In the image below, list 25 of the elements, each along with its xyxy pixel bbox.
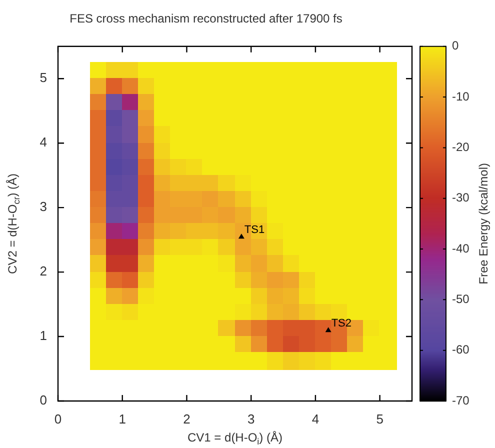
color-bar-label: -30	[452, 190, 470, 205]
color-bar-label: -40	[452, 241, 470, 256]
x-tick-label: 1	[118, 411, 126, 426]
color-bar-label: -10	[452, 89, 470, 104]
color-bar-label: -70	[452, 393, 470, 408]
chart-title: FES cross mechanism reconstructed after 17900 fs	[70, 12, 342, 26]
y-axis-title: CV2 = d(H-Ocr) (Å)	[5, 173, 22, 274]
color-bar-title: Free Energy (kcal/mol)	[476, 163, 490, 284]
y-tick-label: 2	[40, 264, 47, 279]
y-tick-label: 4	[40, 134, 47, 150]
x-tick-label: 4	[312, 411, 320, 426]
x-tick-label: 2	[183, 411, 190, 426]
y-tick-label: 3	[40, 199, 47, 214]
x-tick-label: 0	[54, 411, 62, 426]
color-bar-label: -60	[452, 342, 470, 357]
y-tick-label: 5	[40, 70, 47, 86]
x-tick-label: 5	[376, 411, 384, 426]
y-tick-label: 1	[40, 328, 47, 344]
color-bar-label: -20	[452, 140, 470, 154]
annotation: TS1	[244, 224, 265, 236]
color-bar-label: -50	[452, 292, 470, 306]
y-tick-label: 0	[40, 392, 47, 408]
annotation: TS2	[331, 318, 352, 330]
color-bar-label: 0	[452, 38, 459, 53]
x-tick-label: 3	[247, 411, 255, 426]
